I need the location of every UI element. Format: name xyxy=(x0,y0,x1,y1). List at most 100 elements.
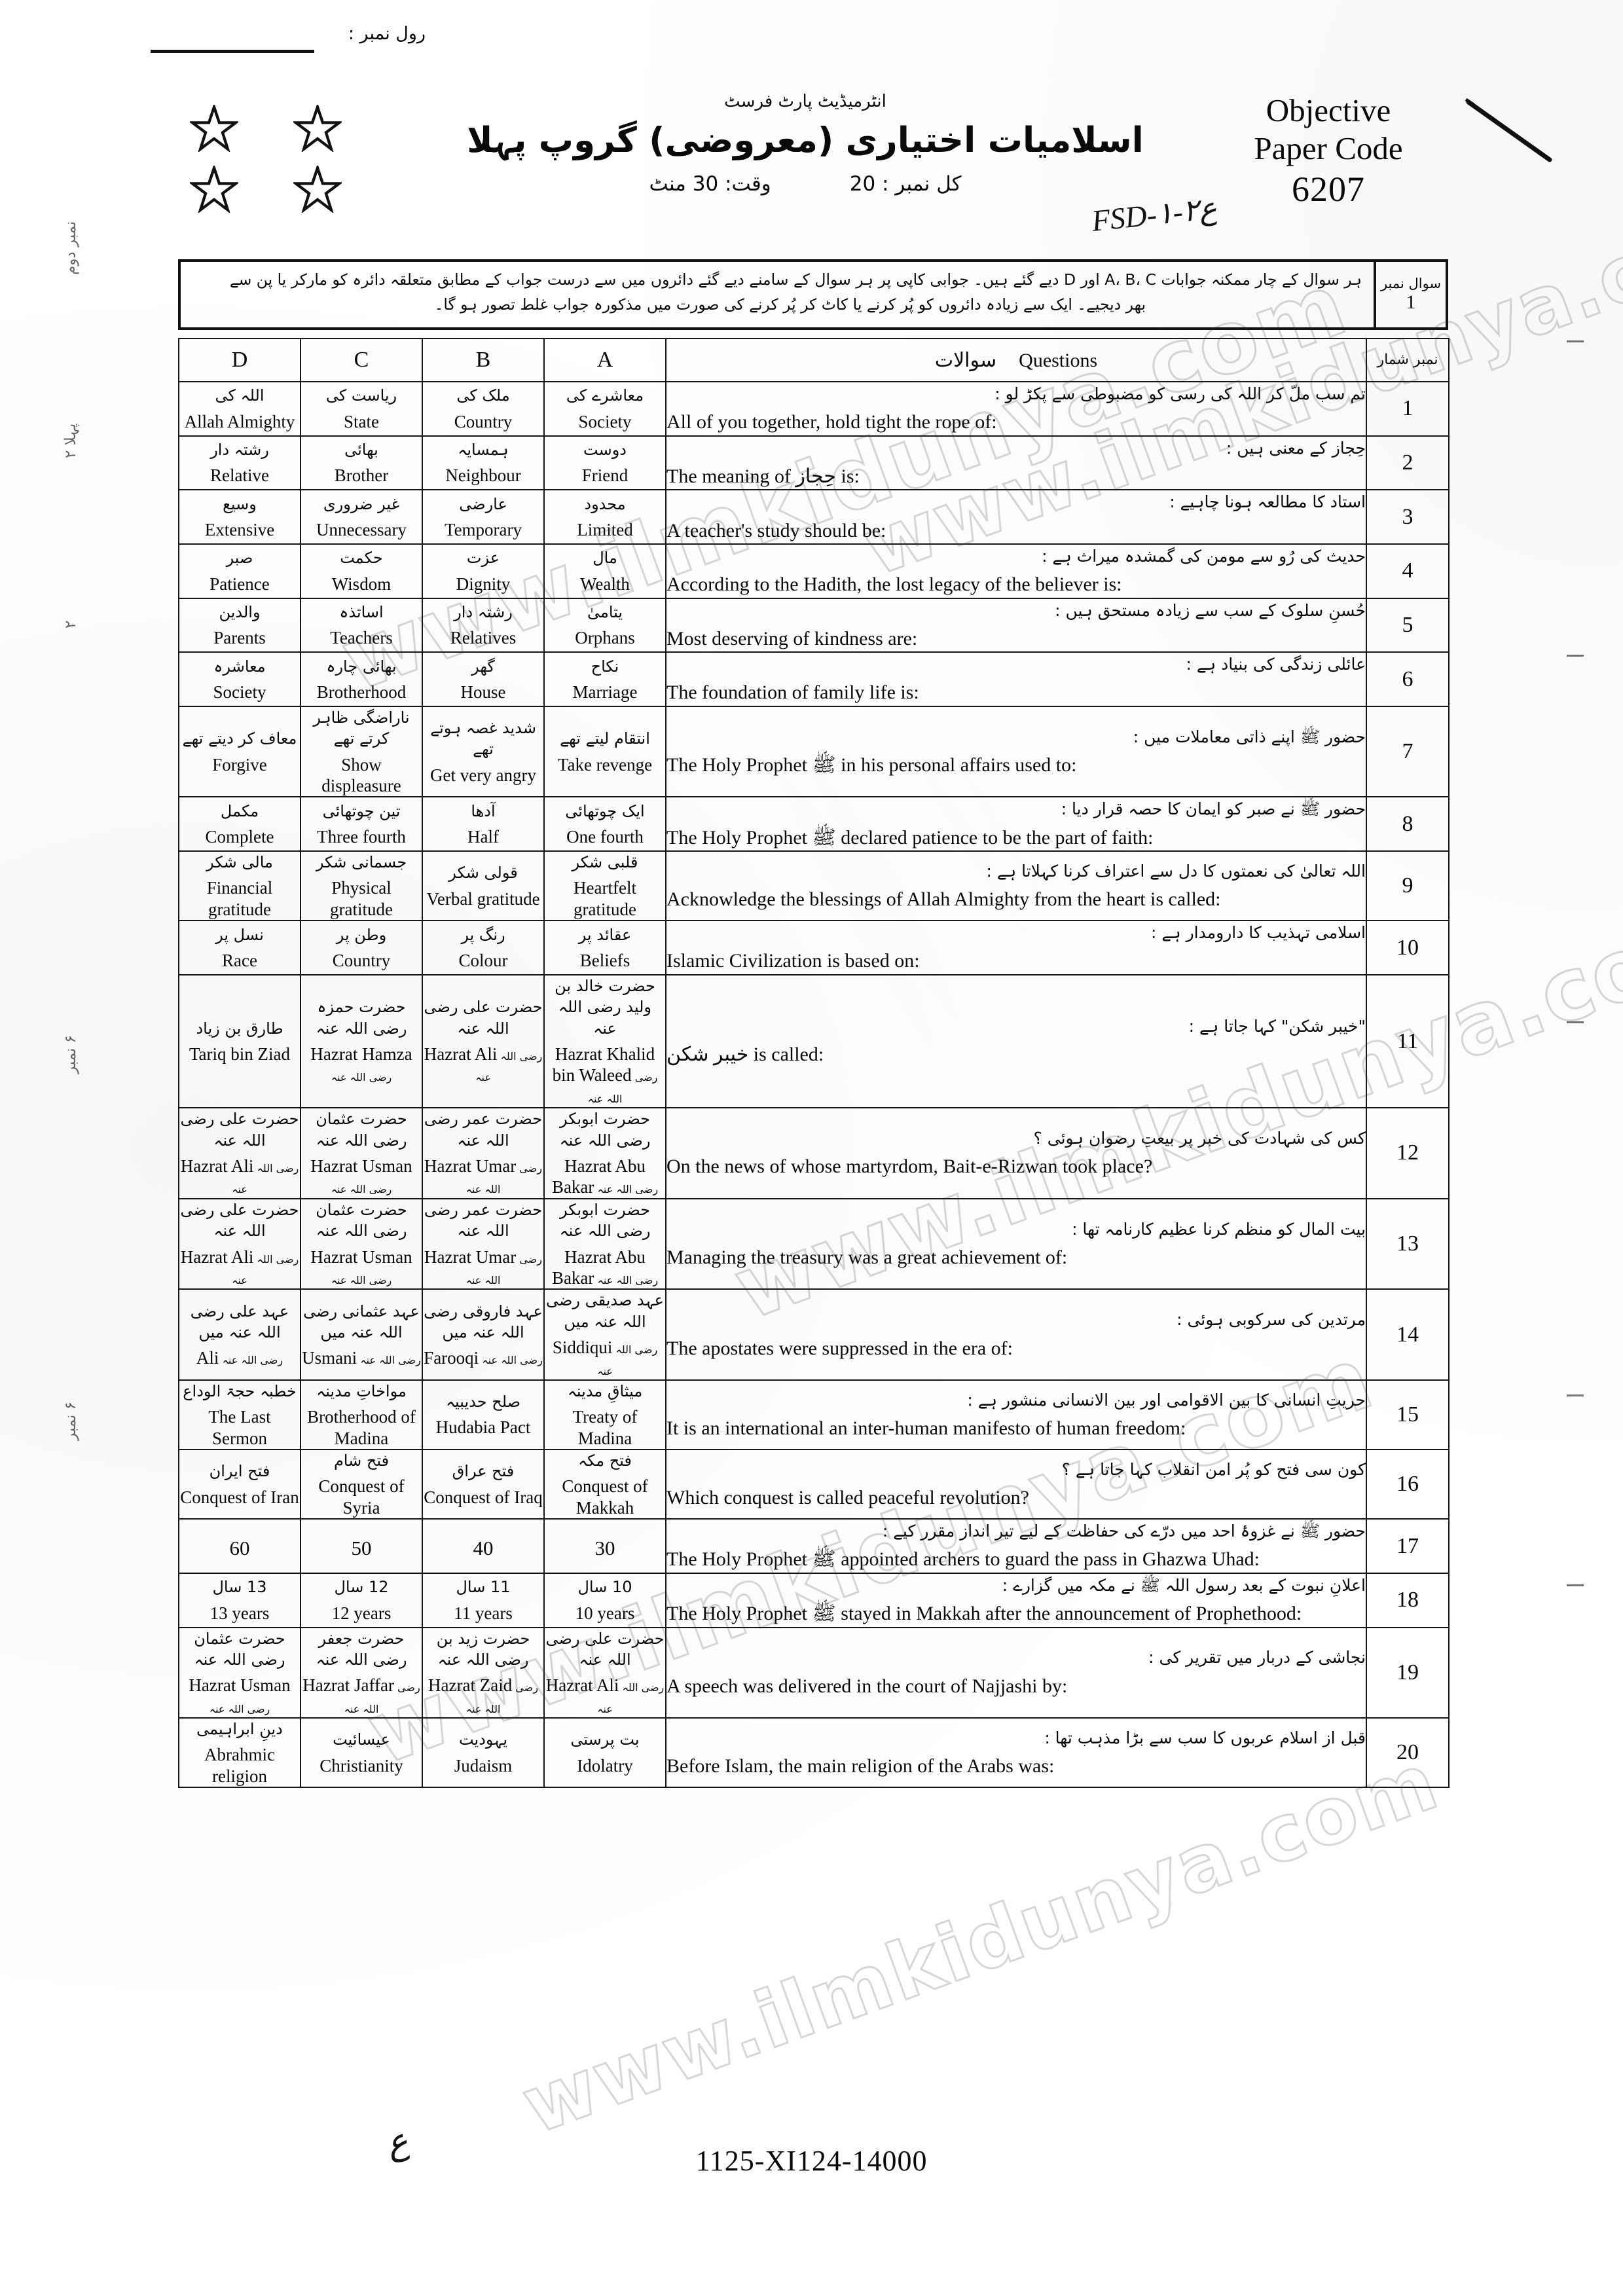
option-d-cell[interactable]: رشتہ دار Relative xyxy=(178,435,301,491)
honorific-label: رضی اللہ عنہ xyxy=(232,1252,299,1286)
option-b-cell[interactable]: حضرت عمر رضی اللہ عنہ Hazrat Umar رضی الل… xyxy=(422,1107,545,1199)
option-c-cell[interactable]: حضرت عثمان رضی اللہ عنہ Hazrat Usman رضی … xyxy=(300,1197,423,1290)
option-a-urdu: حضرت ابوبکر رضی اللہ عنہ xyxy=(559,1110,651,1150)
option-a-cell[interactable]: محدود Limited xyxy=(543,489,666,545)
option-b-urdu: رنگ پر xyxy=(461,925,505,944)
option-d-cell[interactable]: اللہ کی Allah Almighty xyxy=(178,381,301,437)
option-c-cell[interactable]: بھائی چارہ Brotherhood xyxy=(300,651,423,707)
roll-number-label: رول نمبر : xyxy=(348,24,426,44)
option-b-cell[interactable]: آدھا Half xyxy=(422,796,545,852)
option-c-cell[interactable]: حضرت عثمان رضی اللہ عنہ Hazrat Usman رضی … xyxy=(300,1107,423,1199)
option-d-cell[interactable]: فتح ایران Conquest of Iran xyxy=(178,1449,301,1520)
option-a-cell[interactable]: یتامیٰ Orphans xyxy=(543,597,666,653)
option-a-cell[interactable]: حضرت علی رضی اللہ عنہ Hazrat Ali رضی اللہ… xyxy=(543,1626,666,1719)
option-c-cell[interactable]: حضرت جعفر رضی اللہ عنہ Hazrat Jaffar رضی … xyxy=(300,1626,423,1719)
option-a-cell[interactable]: میثاقِ مدینہ Treaty of Madina xyxy=(543,1379,666,1451)
option-b-cell[interactable]: حضرت زید بن رضی اللہ عنہ Hazrat Zaid رضی … xyxy=(422,1626,545,1719)
option-b-cell[interactable]: عزت Dignity xyxy=(422,543,545,599)
roll-number-field[interactable]: رول نمبر : xyxy=(151,24,426,65)
option-a-cell[interactable]: حضرت خالد بن ولید رضی اللہ عنہ Hazrat Kha… xyxy=(543,974,666,1109)
option-c-cell[interactable]: بھائی Brother xyxy=(300,435,423,491)
option-a-cell[interactable]: انتقام لیتے تھے Take revenge xyxy=(543,705,666,798)
option-b-cell[interactable]: صلح حدیبیہ Hudabia Pact xyxy=(422,1379,545,1451)
option-c-cell[interactable]: اساتذہ Teachers xyxy=(300,597,423,653)
option-b-cell[interactable]: حضرت علی رضی اللہ عنہ Hazrat Ali رضی اللہ… xyxy=(422,974,545,1109)
option-a-urdu: عقائد پر xyxy=(578,925,632,944)
option-d-cell[interactable]: خطبہ حجۃ الوداع The Last Sermon xyxy=(178,1379,301,1451)
option-b-cell[interactable]: عہد فاروقی رضی اللہ عنہ میں Farooqi رضی ا… xyxy=(422,1288,545,1381)
option-d-cell[interactable]: وسیع Extensive xyxy=(178,489,301,545)
option-b-cell[interactable]: یہودیت Judaism xyxy=(422,1717,545,1789)
option-b-urdu: یہودیت xyxy=(458,1730,508,1749)
option-d-english: Parents xyxy=(213,628,266,648)
option-a-cell[interactable]: مال Wealth xyxy=(543,543,666,599)
option-d-cell[interactable]: 60 xyxy=(178,1518,301,1574)
question-cell: قبل از اسلام عربوں کا سب سے بڑا مذہب تھا… xyxy=(665,1717,1367,1789)
option-d-cell[interactable]: معاف کر دیتے تھے Forgive xyxy=(178,705,301,798)
option-d-cell[interactable]: والدین Parents xyxy=(178,597,301,653)
option-c-cell[interactable]: جسمانی شکر Physical gratitude xyxy=(300,850,423,922)
option-d-cell[interactable]: 13 سال 13 years xyxy=(178,1572,301,1628)
option-b-cell[interactable]: فتح عراق Conquest of Iraq xyxy=(422,1449,545,1520)
option-a-urdu: فتح مکہ xyxy=(577,1451,632,1470)
option-d-cell[interactable]: حضرت علی رضی اللہ عنہ Hazrat Ali رضی اللہ… xyxy=(178,1197,301,1290)
option-a-cell[interactable]: نکاح Marriage xyxy=(543,651,666,707)
question-cell: کس کی شہادت کی خبر پر بیعتِ رضوان ہوئی ؟… xyxy=(665,1107,1367,1199)
option-a-cell[interactable]: 10 سال 10 years xyxy=(543,1572,666,1628)
question-cell: حُسنِ سلوک کے سب سے زیادہ مستحق ہیں : Mos… xyxy=(665,597,1367,653)
option-a-english: Hazrat Ali رضی اللہ عنہ xyxy=(545,1675,665,1715)
option-c-cell[interactable]: 50 xyxy=(300,1518,423,1574)
option-d-cell[interactable]: عہد علی رضی اللہ عنہ میں Ali رضی اللہ عنہ xyxy=(178,1288,301,1381)
option-a-cell[interactable]: عقائد پر Beliefs xyxy=(543,920,666,975)
option-b-cell[interactable]: گھر House xyxy=(422,651,545,707)
option-b-cell[interactable]: قولی شکر Verbal gratitude xyxy=(422,850,545,922)
question-text-english: A speech was delivered in the court of N… xyxy=(666,1675,1068,1697)
option-c-cell[interactable]: ناراضگی ظاہر کرتے تھے Show displeasure xyxy=(300,705,423,798)
option-a-cell[interactable]: قلبی شکر Heartfelt gratitude xyxy=(543,850,666,922)
option-c-cell[interactable]: عیسائیت Christianity xyxy=(300,1717,423,1789)
option-a-cell[interactable]: عہد صدیقی رضی اللہ عنہ میں Siddiqui رضی ا… xyxy=(543,1288,666,1381)
option-d-cell[interactable]: دینِ ابراہیمی Abrahmic religion xyxy=(178,1717,301,1789)
option-b-cell[interactable]: عارضی Temporary xyxy=(422,489,545,545)
option-c-cell[interactable]: فتح شام Conquest of Syria xyxy=(300,1449,423,1520)
option-d-cell[interactable]: معاشرہ Society xyxy=(178,651,301,707)
option-b-cell[interactable]: شدید غصہ ہوتے تھے Get very angry xyxy=(422,705,545,798)
option-b-cell[interactable]: ہمسایہ Neighbour xyxy=(422,435,545,491)
option-b-cell[interactable]: 40 xyxy=(422,1518,545,1574)
option-c-cell[interactable]: ریاست کی State xyxy=(300,381,423,437)
option-d-cell[interactable]: صبر Patience xyxy=(178,543,301,599)
option-c-cell[interactable]: تین چوتھائی Three fourth xyxy=(300,796,423,852)
row-serial-number: 10 xyxy=(1366,920,1450,975)
option-a-cell[interactable]: حضرت ابوبکر رضی اللہ عنہ Hazrat Abu Bakar… xyxy=(543,1197,666,1290)
option-c-cell[interactable]: مواخاتِ مدینہ Brotherhood of Madina xyxy=(300,1379,423,1451)
option-c-cell[interactable]: غیر ضروری Unnecessary xyxy=(300,489,423,545)
option-b-cell[interactable]: رنگ پر Colour xyxy=(422,920,545,975)
option-a-cell[interactable]: حضرت ابوبکر رضی اللہ عنہ Hazrat Abu Bakar… xyxy=(543,1107,666,1199)
option-d-cell[interactable]: نسل پر Race xyxy=(178,920,301,975)
option-a-cell[interactable]: بت پرستی Idolatry xyxy=(543,1717,666,1789)
option-c-cell[interactable]: حکمت Wisdom xyxy=(300,543,423,599)
option-b-cell[interactable]: 11 سال 11 years xyxy=(422,1572,545,1628)
option-b-cell[interactable]: حضرت عمر رضی اللہ عنہ Hazrat Umar رضی الل… xyxy=(422,1197,545,1290)
star-icon xyxy=(293,105,342,152)
option-d-cell[interactable]: مکمل Complete xyxy=(178,796,301,852)
option-b-cell[interactable]: ملک کی Country xyxy=(422,381,545,437)
option-c-cell[interactable]: وطن پر Country xyxy=(300,920,423,975)
option-a-cell[interactable]: 30 xyxy=(543,1518,666,1574)
option-c-cell[interactable]: 12 سال 12 years xyxy=(300,1572,423,1628)
option-d-cell[interactable]: طارق بن زیاد Tariq bin Ziad xyxy=(178,974,301,1109)
option-c-cell[interactable]: عہد عثمانی رضی اللہ عنہ میں Usmani رضی ال… xyxy=(300,1288,423,1381)
option-c-cell[interactable]: حضرت حمزہ رضی اللہ عنہ Hazrat Hamza رضی ا… xyxy=(300,974,423,1109)
option-a-cell[interactable]: فتح مکہ Conquest of Makkah xyxy=(543,1449,666,1520)
option-a-cell[interactable]: معاشرے کی Society xyxy=(543,381,666,437)
row-serial-number: 2 xyxy=(1366,435,1450,491)
option-d-cell[interactable]: مالی شکر Financial gratitude xyxy=(178,850,301,922)
option-a-cell[interactable]: دوست Friend xyxy=(543,435,666,491)
option-d-urdu: عہد علی رضی اللہ عنہ میں xyxy=(190,1302,289,1341)
option-b-cell[interactable]: رشتہ دار Relatives xyxy=(422,597,545,653)
option-a-cell[interactable]: ایک چوتھائی One fourth xyxy=(543,796,666,852)
option-a-english: Heartfelt gratitude xyxy=(574,878,636,919)
option-d-cell[interactable]: حضرت عثمان رضی اللہ عنہ Hazrat Usman رضی … xyxy=(178,1626,301,1719)
option-d-cell[interactable]: حضرت علی رضی اللہ عنہ Hazrat Ali رضی اللہ… xyxy=(178,1107,301,1199)
honorific-label: رضی اللہ عنہ xyxy=(465,1681,538,1715)
